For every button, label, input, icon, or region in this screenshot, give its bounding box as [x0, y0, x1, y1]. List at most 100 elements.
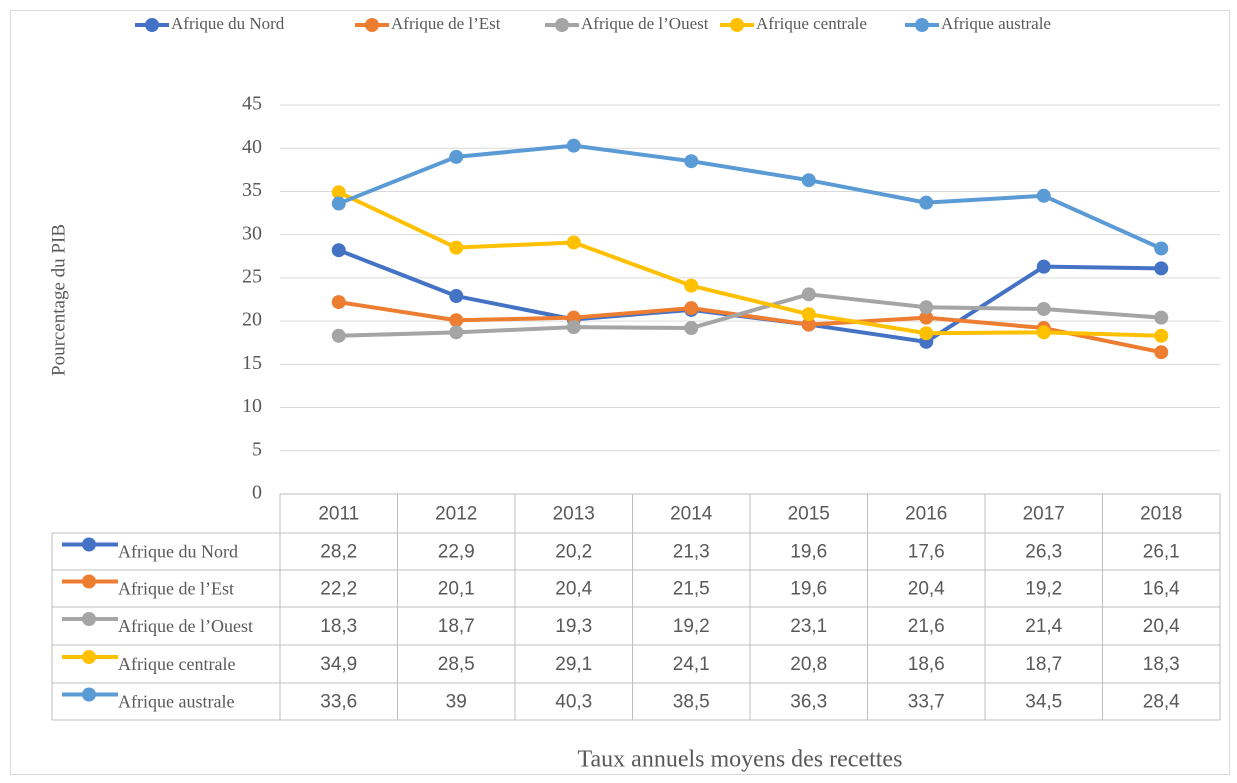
point [684, 301, 699, 316]
series-line [337, 190, 1162, 338]
legend-key-marker [555, 18, 569, 32]
x-tick-label: 2011 [318, 504, 359, 525]
table-cell: 20,2 [555, 542, 592, 563]
x-tick-label: 2016 [905, 504, 947, 525]
x-tick-label: 2012 [435, 504, 477, 525]
table-cell: 18,6 [908, 654, 945, 675]
y-tick-label: 25 [242, 265, 262, 287]
point [331, 243, 346, 258]
point [801, 173, 816, 188]
y-tick-label: 5 [252, 438, 262, 460]
point [566, 138, 581, 153]
point [919, 300, 934, 315]
table-cell: 23,1 [790, 616, 827, 637]
point [449, 313, 464, 328]
y-tick-label: 40 [242, 136, 262, 158]
table-row-label: Afrique du Nord [118, 542, 238, 562]
point [684, 278, 699, 293]
legend-label: Afrique australe [941, 14, 1051, 33]
point [1036, 259, 1051, 274]
point [1154, 310, 1169, 325]
table-key-marker [82, 612, 96, 626]
table-cell: 40,3 [555, 692, 592, 713]
legend-label: Afrique centrale [756, 14, 867, 33]
point [449, 289, 464, 304]
point [1154, 345, 1169, 360]
y-tick-label: 35 [242, 179, 262, 201]
table-row-label: Afrique centrale [118, 654, 235, 674]
point [1036, 188, 1051, 203]
table-cell: 20,1 [438, 579, 475, 600]
y-tick-label: 10 [242, 395, 262, 417]
table-cell: 18,3 [320, 616, 357, 637]
table-cell: 18,7 [1025, 654, 1062, 675]
x-tick-label: 2017 [1023, 504, 1065, 525]
point [331, 328, 346, 343]
y-tick-label: 0 [252, 482, 262, 504]
legend-key-marker [145, 18, 159, 32]
table-cell: 18,7 [438, 616, 475, 637]
point [919, 310, 934, 325]
legend-label: Afrique du Nord [171, 14, 285, 33]
point [449, 149, 464, 164]
table-cell: 28,4 [1143, 692, 1180, 713]
table-cell: 21,4 [1025, 616, 1062, 637]
table-cell: 38,5 [673, 692, 710, 713]
point [919, 326, 934, 341]
table-key-marker [82, 687, 96, 702]
x-tick-label: 2018 [1140, 504, 1182, 525]
point [801, 307, 816, 322]
table-cell: 17,6 [908, 542, 945, 563]
y-tick-label: 20 [242, 309, 262, 331]
point [801, 317, 816, 332]
table-key-marker [82, 574, 96, 589]
table-cell: 19,2 [673, 616, 710, 637]
table-cell: 26,1 [1143, 542, 1180, 563]
table-cell: 24,1 [673, 654, 710, 675]
legend-key-marker [365, 18, 379, 32]
table-cell: 21,6 [908, 616, 945, 637]
y-axis-title: Pourcentage du PIB [48, 224, 69, 376]
point [449, 325, 464, 340]
table-cell: 21,3 [673, 542, 710, 563]
chart-border [10, 10, 1230, 775]
table-cell: 18,3 [1143, 654, 1180, 675]
point [331, 185, 346, 200]
table-cell: 20,4 [1143, 616, 1180, 637]
table-cell: 22,9 [438, 542, 475, 563]
series-line [338, 292, 1162, 338]
table-cell: 33,6 [320, 692, 357, 713]
x-tick-label: 2013 [553, 504, 595, 525]
point [1036, 325, 1051, 340]
legend-key-marker [915, 18, 929, 32]
point [684, 321, 699, 336]
table-cell: 28,2 [320, 542, 357, 563]
table-cell: 19,2 [1025, 579, 1062, 600]
point [449, 240, 464, 255]
table-cell: 20,4 [908, 579, 945, 600]
series-line [338, 300, 1162, 355]
y-tick-label: 45 [242, 93, 262, 115]
table-cell: 19,3 [555, 616, 592, 637]
table-cell: 16,4 [1143, 579, 1180, 600]
table-cell: 28,5 [438, 654, 475, 675]
table-cell: 34,5 [1025, 692, 1062, 713]
table-cell: 20,4 [555, 579, 592, 600]
table-cell: 33,7 [908, 692, 945, 713]
table-cell: 29,1 [555, 654, 592, 675]
x-axis-title: Taux annuels moyens des recettes [578, 747, 903, 773]
table-key-marker [82, 650, 96, 664]
table-row-label: Afrique australe [118, 692, 234, 712]
y-tick-label: 30 [242, 222, 262, 244]
table-cell: 26,3 [1025, 542, 1062, 563]
point [1154, 261, 1169, 276]
table-cell: 22,2 [320, 579, 357, 600]
point [1154, 328, 1169, 343]
point [684, 154, 699, 169]
point [919, 195, 934, 210]
point [1036, 302, 1051, 317]
table-key-marker [82, 537, 96, 552]
table-cell: 39 [446, 692, 467, 713]
